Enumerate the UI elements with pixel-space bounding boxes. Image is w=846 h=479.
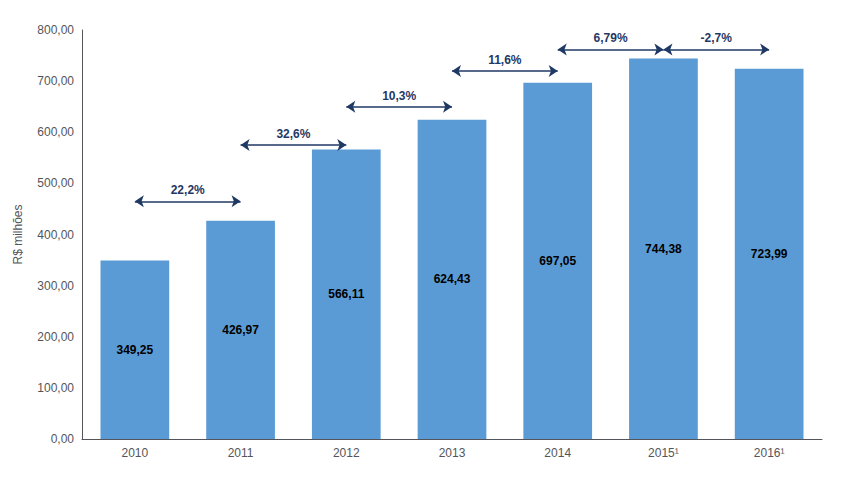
svg-text:349,25: 349,25 xyxy=(117,343,154,357)
svg-text:2010: 2010 xyxy=(122,446,149,460)
svg-text:R$ milhões: R$ milhões xyxy=(11,204,25,264)
svg-text:426,97: 426,97 xyxy=(222,323,259,337)
svg-text:500,00: 500,00 xyxy=(37,176,74,190)
svg-text:0,00: 0,00 xyxy=(51,432,75,446)
svg-text:2011: 2011 xyxy=(228,446,254,460)
svg-text:200,00: 200,00 xyxy=(37,330,74,344)
svg-text:2014: 2014 xyxy=(544,446,571,460)
svg-text:11,6%: 11,6% xyxy=(488,53,522,67)
svg-text:2013: 2013 xyxy=(439,446,466,460)
svg-text:300,00: 300,00 xyxy=(37,279,74,293)
svg-text:744,38: 744,38 xyxy=(645,242,682,256)
svg-text:800,00: 800,00 xyxy=(37,23,74,37)
svg-text:723,99: 723,99 xyxy=(751,247,788,261)
svg-text:-2,7%: -2,7% xyxy=(701,31,733,45)
svg-text:400,00: 400,00 xyxy=(37,228,74,242)
svg-text:2015¹: 2015¹ xyxy=(648,446,679,460)
svg-text:600,00: 600,00 xyxy=(37,125,74,139)
svg-text:700,00: 700,00 xyxy=(37,74,74,88)
svg-text:32,6%: 32,6% xyxy=(276,127,310,141)
svg-text:100,00: 100,00 xyxy=(37,381,74,395)
svg-text:566,11: 566,11 xyxy=(328,287,364,301)
svg-text:10,3%: 10,3% xyxy=(382,89,416,103)
svg-text:2012: 2012 xyxy=(333,446,360,460)
svg-text:624,43: 624,43 xyxy=(434,272,471,286)
svg-text:22,2%: 22,2% xyxy=(171,183,205,197)
svg-text:2016¹: 2016¹ xyxy=(754,446,785,460)
svg-text:6,79%: 6,79% xyxy=(594,31,628,45)
svg-text:697,05: 697,05 xyxy=(539,254,576,268)
